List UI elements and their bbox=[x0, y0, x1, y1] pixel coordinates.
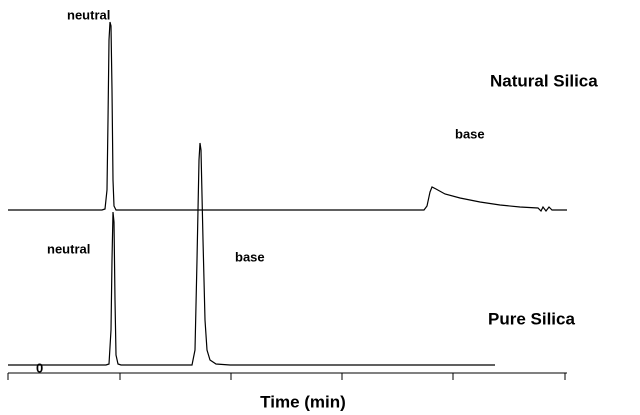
trace-label: Natural Silica bbox=[490, 71, 598, 90]
peak-label: base bbox=[455, 126, 485, 141]
peak-label: neutral bbox=[67, 7, 110, 22]
peak-label: base bbox=[235, 249, 265, 264]
peak-label: neutral bbox=[47, 241, 90, 256]
trace bbox=[8, 21, 567, 213]
x-axis bbox=[7, 372, 567, 380]
trace-label: Pure Silica bbox=[488, 309, 575, 328]
origin-label: 0 bbox=[36, 360, 43, 375]
x-axis-label: Time (min) bbox=[260, 392, 346, 411]
trace bbox=[8, 142, 495, 366]
